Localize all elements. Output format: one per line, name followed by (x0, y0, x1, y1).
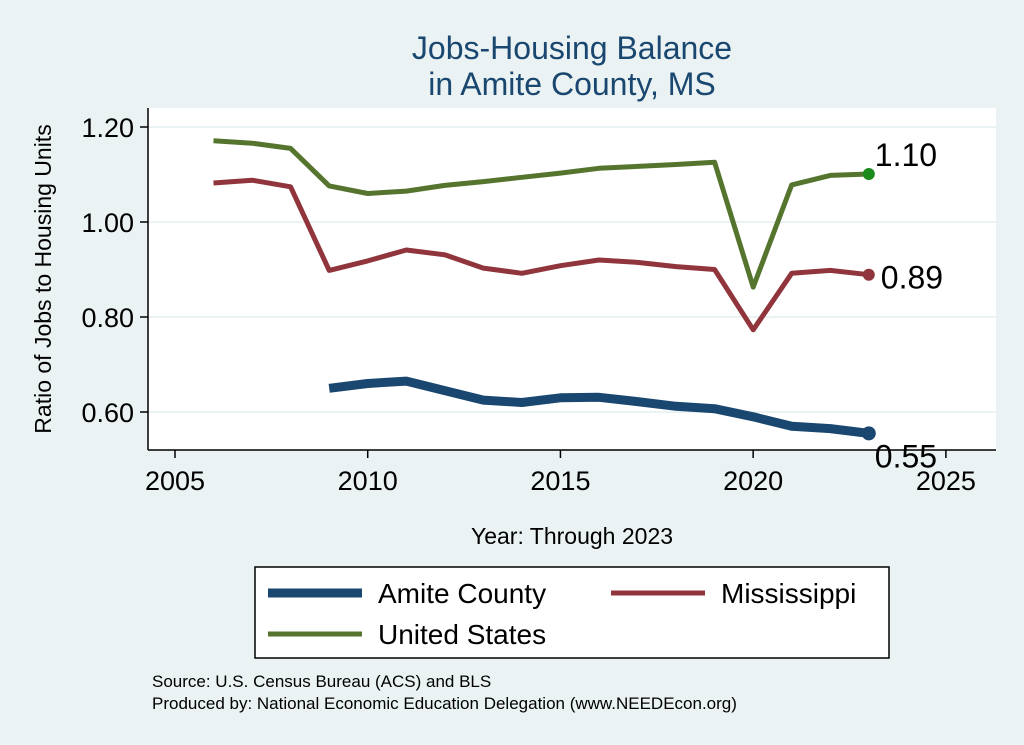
legend-box (254, 566, 890, 659)
series-lines (213, 138, 876, 441)
end-label-amite: 0.55 (875, 438, 937, 474)
chart-title-line-1: Jobs-Housing Balance (412, 30, 732, 66)
end-label-us: 1.10 (875, 137, 937, 173)
x-axis-title: Year: Through 2023 (471, 523, 673, 549)
y-tick-label: 0.60 (81, 398, 134, 428)
x-tick-label: 2020 (723, 466, 783, 496)
x-tick-label: 2025 (916, 466, 976, 496)
producer-note: Produced by: National Economic Education… (152, 694, 737, 713)
legend-label-us: United States (378, 619, 546, 650)
chart-title-line-2: in Amite County, MS (428, 66, 716, 102)
end-point-mississippi (862, 268, 875, 281)
legend-label-amite: Amite County (378, 578, 546, 609)
y-axis: 0.60 0.80 1.00 1.20 (81, 108, 149, 450)
end-point-us (862, 168, 875, 181)
series-line-us (213, 138, 869, 290)
legend: Amite County Mississippi United States (254, 566, 890, 659)
y-axis-title: Ratio of Jobs to Housing Units (30, 124, 56, 433)
source-note: Source: U.S. Census Bureau (ACS) and BLS (152, 672, 491, 691)
end-point-amite (861, 426, 876, 441)
grid-lines (148, 126, 996, 413)
y-tick-label: 1.20 (81, 113, 134, 143)
series-line-mississippi (213, 177, 870, 333)
x-tick-label: 2015 (530, 466, 590, 496)
x-axis: 2005 2010 2015 2020 2025 (145, 449, 996, 496)
series-line-amite (328, 376, 870, 438)
y-tick-label: 0.80 (81, 303, 134, 333)
end-label-mississippi: 0.89 (881, 260, 943, 296)
plot-area (148, 108, 996, 450)
legend-label-mississippi: Mississippi (721, 578, 856, 609)
y-tick-label: 1.00 (81, 208, 134, 238)
x-tick-label: 2010 (338, 466, 398, 496)
end-labels: 0.55 0.89 1.10 (875, 137, 943, 474)
x-tick-label: 2005 (145, 466, 205, 496)
